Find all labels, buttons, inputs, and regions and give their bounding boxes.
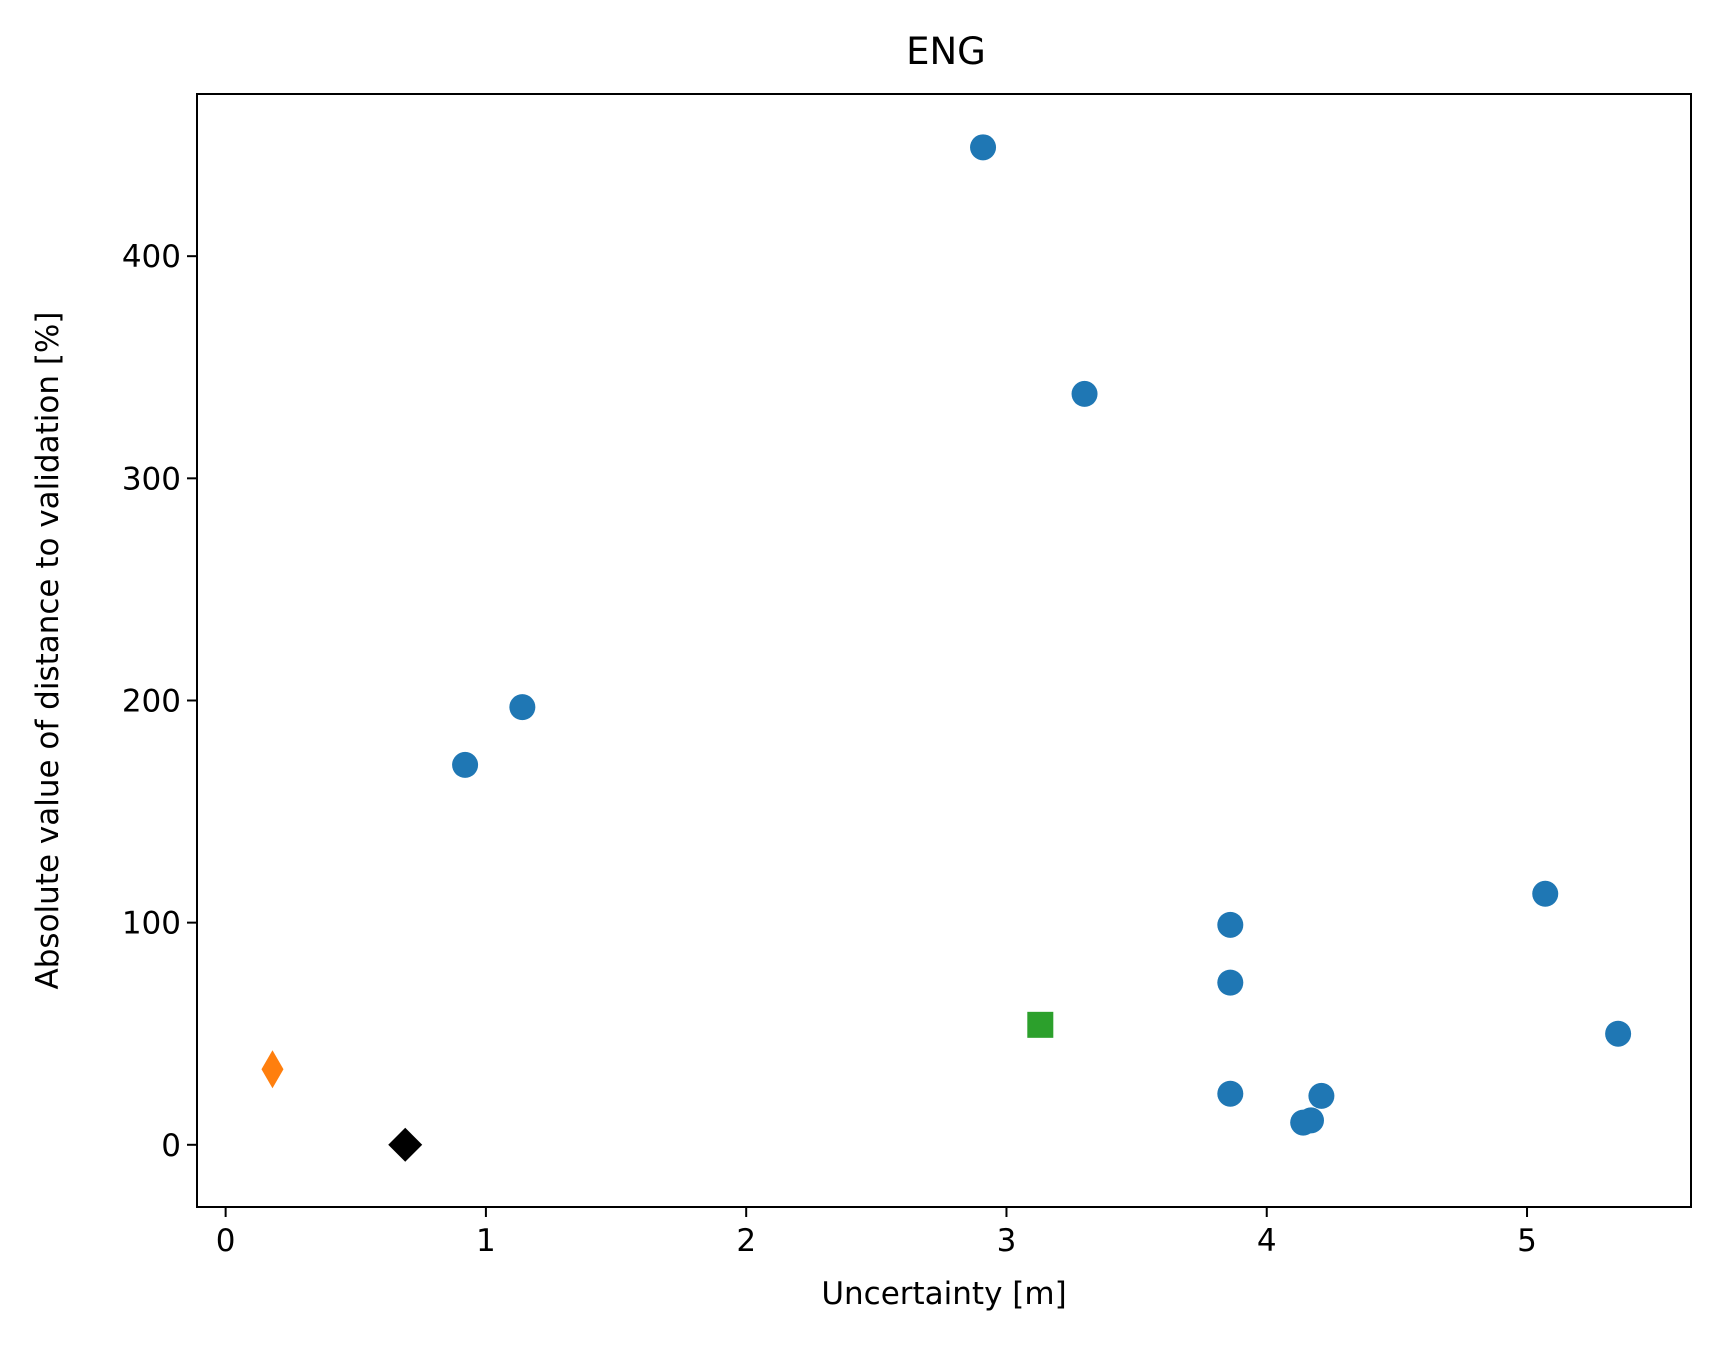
scatter-point-circle — [1071, 380, 1098, 407]
axes: 0 1 2 3 4 5 0 100 200 300 400 — [122, 239, 1537, 1259]
x-axis-label: Uncertainty [m] — [821, 1276, 1066, 1312]
x-tick-label: 0 — [216, 1223, 236, 1259]
y-tick-label: 0 — [161, 1128, 181, 1164]
plot-marks — [261, 134, 1632, 1162]
plot-frame — [196, 93, 1692, 1208]
scatter-point-circle — [1308, 1082, 1335, 1109]
scatter-point-circle — [509, 694, 536, 721]
scatter-point-circle — [1217, 969, 1244, 996]
scatter-point-circle — [1605, 1020, 1632, 1047]
scatter-point-square — [1027, 1011, 1054, 1038]
scatter-point-circle — [970, 134, 997, 161]
x-tick-label: 1 — [476, 1223, 496, 1259]
scatter-point-circle — [1532, 880, 1559, 907]
x-tick-label: 5 — [1517, 1223, 1537, 1259]
y-tick-label: 100 — [122, 906, 181, 942]
x-tick-label: 3 — [997, 1223, 1017, 1259]
y-tick-label: 400 — [122, 239, 181, 275]
scatter-point-circle — [1217, 1080, 1244, 1107]
scatter-point-circle — [1217, 911, 1244, 938]
x-tick-label: 4 — [1257, 1223, 1277, 1259]
scatter-point-diamond — [388, 1127, 423, 1162]
y-tick-label: 300 — [122, 461, 181, 497]
scatter-point-thin-diamond — [261, 1050, 284, 1089]
chart-title: ENG — [906, 30, 986, 73]
x-tick-label: 2 — [736, 1223, 756, 1259]
y-tick-label: 200 — [122, 683, 181, 719]
scatter-point-circle — [452, 751, 479, 778]
scatter-point-circle — [1290, 1109, 1317, 1136]
y-axis-label: Absolute value of distance to validation… — [30, 312, 66, 990]
